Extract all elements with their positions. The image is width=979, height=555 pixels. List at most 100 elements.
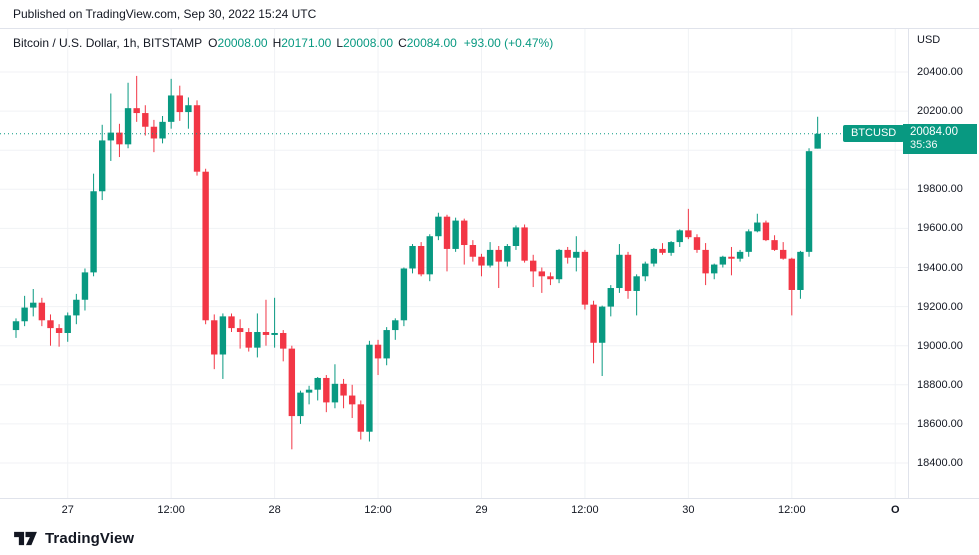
candle [107,93,115,161]
candle-body [314,377,321,390]
candle [288,345,296,450]
ohlc-item-c: C20084.00 [398,36,457,50]
candle-body [12,321,20,331]
candle [702,243,709,286]
candle-body [357,404,364,432]
time-tick-label: 12:00 [364,504,392,516]
candle [30,289,37,317]
candle-body [685,230,692,238]
candle-body [185,105,192,113]
candle [219,313,227,379]
candle [797,250,804,299]
candle [736,249,744,262]
candle-body [607,288,614,307]
candle [133,75,140,122]
ohlc-item-h: H20171.00 [272,36,332,50]
candle-body [133,108,140,114]
time-tick-label: O [890,504,900,516]
candle-body [805,151,813,252]
candle [47,314,54,346]
candle [193,100,201,176]
candle-body [745,231,752,252]
candle-body [271,332,278,335]
symbol-title[interactable]: Bitcoin / U.S. Dollar, 1h, BITSTAMP [13,36,203,50]
ohlc-item-o: O20008.00 [208,36,268,50]
last-price-tag: 20084.00 35:36 [903,124,977,155]
candle-body [719,256,727,265]
candle-body [590,304,597,343]
price-tick-label: 20400.00 [917,66,963,78]
candle [374,339,382,376]
candle-body [116,132,123,145]
tradingview-logo[interactable]: TradingView [13,529,134,548]
candlestick-chart[interactable] [0,29,908,498]
candle-body [426,236,433,275]
candle-body [288,348,296,417]
candle [495,245,502,289]
candle-body [331,383,339,403]
candle [452,217,459,252]
symbol-price-tag: BTCUSD [843,125,905,143]
candle-body [254,332,261,348]
candle [331,364,339,409]
candle-body [461,220,468,246]
chart-widget: Bitcoin / U.S. Dollar, 1h, BITSTAMP O2000… [0,28,979,523]
candle [228,313,235,333]
price-change: +93.00 (+0.47%) [463,36,554,50]
candle-body [124,108,132,145]
candle [64,312,71,342]
candle-body [142,113,149,127]
candle-body [521,227,528,261]
candle-body [495,249,502,262]
candle-body [236,328,244,333]
candle-body [38,302,46,321]
candle-body [814,133,821,149]
candle [357,400,364,440]
candle [754,213,761,233]
candle-body [159,121,166,139]
candle-body [47,320,54,329]
candle-body [435,216,442,237]
candle [426,234,433,282]
candle [280,330,287,362]
tradingview-logo-icon [14,531,37,546]
candle [598,305,606,377]
candle [12,318,20,338]
published-text: Published on TradingView.com, Sep 30, 20… [13,7,317,21]
candle-body [21,307,28,322]
candle [642,261,649,282]
candle [340,378,347,409]
candle [314,376,321,401]
candle [745,229,752,257]
candle [530,254,537,288]
candle [521,224,528,263]
price-tick-label: 20200.00 [917,105,963,118]
candle [323,375,330,413]
candle-body [676,230,683,243]
candle-body [711,264,718,274]
candle-body [392,320,399,331]
time-tick-label: 29 [475,504,488,516]
candle-body [297,392,304,417]
candle-body [555,249,563,280]
candle-body [779,249,787,259]
candle-body [788,258,795,290]
price-tick-label: 19400.00 [917,261,963,274]
candle [633,274,640,316]
candle-body [193,105,201,172]
candle [254,313,261,358]
candle [211,314,218,370]
candle [124,82,132,149]
price-axis[interactable]: USD 20400.00 20200.00 19800.00 19600.00 1940… [908,29,979,498]
candle [461,218,468,265]
candle-body [81,272,89,300]
candle [159,115,166,144]
candle-body [374,344,382,359]
candle-body [340,383,347,396]
candle-body [728,256,735,259]
candle [788,257,795,316]
candle [236,319,244,349]
candle [202,168,209,325]
candle [167,78,175,129]
time-axis[interactable]: 27 12:00 28 12:00 29 12:00 30 12:00 O [0,498,979,523]
